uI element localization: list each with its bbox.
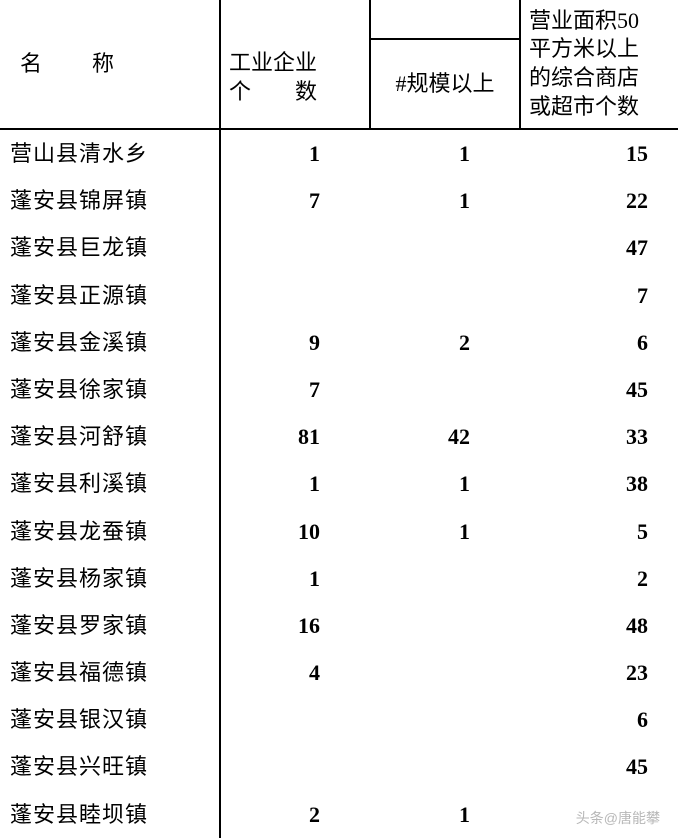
row-col2	[220, 272, 370, 319]
row-col3: 1	[370, 508, 520, 555]
row-name: 蓬安县银汉镇	[0, 696, 220, 743]
row-col2: 1	[220, 460, 370, 507]
row-col3	[370, 602, 520, 649]
row-col2: 1	[220, 555, 370, 602]
table-row: 蓬安县正源镇 7	[0, 272, 678, 319]
row-col4: 38	[520, 460, 678, 507]
row-col4: 45	[520, 366, 678, 413]
header-name: 名 称	[0, 0, 220, 129]
row-col2: 7	[220, 177, 370, 224]
data-table: 名 称 工业企业 个 数 营业面积50 平方米以上 的综合商店 或超市个数	[0, 0, 678, 838]
row-name: 蓬安县兴旺镇	[0, 743, 220, 790]
row-col3: 2	[370, 319, 520, 366]
table-row: 营山县清水乡1115	[0, 129, 678, 177]
row-col2	[220, 696, 370, 743]
row-col3	[370, 272, 520, 319]
row-name: 蓬安县锦屏镇	[0, 177, 220, 224]
row-col3: 42	[370, 413, 520, 460]
header-col2-line1: 工业企业	[229, 49, 363, 78]
row-name: 蓬安县睦坝镇	[0, 791, 220, 838]
row-name: 蓬安县罗家镇	[0, 602, 220, 649]
row-col4: 6	[520, 319, 678, 366]
table-row: 蓬安县河舒镇814233	[0, 413, 678, 460]
row-col2: 81	[220, 413, 370, 460]
row-col2: 7	[220, 366, 370, 413]
header-col4-line3: 的综合商店	[529, 65, 639, 90]
table-row: 蓬安县银汉镇 6	[0, 696, 678, 743]
row-col4: 7	[520, 272, 678, 319]
header-col3-spacer	[370, 0, 520, 39]
header-col2: 工业企业 个 数	[220, 0, 370, 129]
row-col3	[370, 224, 520, 271]
table-row: 蓬安县罗家镇16 48	[0, 602, 678, 649]
row-col2: 9	[220, 319, 370, 366]
row-col4: 23	[520, 649, 678, 696]
row-name: 营山县清水乡	[0, 129, 220, 177]
row-col2	[220, 224, 370, 271]
row-col4: 6	[520, 696, 678, 743]
header-col3: #规模以上	[370, 39, 520, 129]
row-col4: 15	[520, 129, 678, 177]
row-col4: 2	[520, 555, 678, 602]
row-name: 蓬安县杨家镇	[0, 555, 220, 602]
row-col4: 48	[520, 602, 678, 649]
table-row: 蓬安县徐家镇7 45	[0, 366, 678, 413]
row-col4: 45	[520, 743, 678, 790]
table-container: 名 称 工业企业 个 数 营业面积50 平方米以上 的综合商店 或超市个数	[0, 0, 678, 838]
row-col3: 1	[370, 129, 520, 177]
row-name: 蓬安县河舒镇	[0, 413, 220, 460]
header-col4-line4: 或超市个数	[529, 94, 639, 119]
table-row: 蓬安县锦屏镇7122	[0, 177, 678, 224]
header-col4: 营业面积50 平方米以上 的综合商店 或超市个数	[520, 0, 678, 129]
row-name: 蓬安县福德镇	[0, 649, 220, 696]
table-row: 蓬安县龙蚕镇1015	[0, 508, 678, 555]
row-col3	[370, 366, 520, 413]
row-col3	[370, 743, 520, 790]
header-col2-line2: 个 数	[229, 78, 363, 107]
row-col2	[220, 743, 370, 790]
table-row: 蓬安县巨龙镇 47	[0, 224, 678, 271]
row-col3: 1	[370, 791, 520, 838]
row-col3: 1	[370, 177, 520, 224]
table-row: 蓬安县兴旺镇 45	[0, 743, 678, 790]
row-col4: 5	[520, 508, 678, 555]
row-col3: 1	[370, 460, 520, 507]
row-name: 蓬安县正源镇	[0, 272, 220, 319]
row-name: 蓬安县徐家镇	[0, 366, 220, 413]
row-col2: 2	[220, 791, 370, 838]
row-col4: 33	[520, 413, 678, 460]
row-name: 蓬安县巨龙镇	[0, 224, 220, 271]
table-row: 蓬安县利溪镇1138	[0, 460, 678, 507]
table-header: 名 称 工业企业 个 数 营业面积50 平方米以上 的综合商店 或超市个数	[0, 0, 678, 129]
row-col4: 47	[520, 224, 678, 271]
table-row: 蓬安县福德镇4 23	[0, 649, 678, 696]
row-name: 蓬安县金溪镇	[0, 319, 220, 366]
row-col2: 1	[220, 129, 370, 177]
row-col2: 4	[220, 649, 370, 696]
table-row: 蓬安县金溪镇926	[0, 319, 678, 366]
table-row: 蓬安县杨家镇1 2	[0, 555, 678, 602]
watermark-text: 头条@唐能攀	[576, 808, 660, 828]
table-body: 营山县清水乡1115蓬安县锦屏镇7122蓬安县巨龙镇47蓬安县正源镇7蓬安县金溪…	[0, 129, 678, 838]
row-col4: 22	[520, 177, 678, 224]
row-name: 蓬安县龙蚕镇	[0, 508, 220, 555]
row-name: 蓬安县利溪镇	[0, 460, 220, 507]
row-col2: 16	[220, 602, 370, 649]
row-col3	[370, 649, 520, 696]
row-col2: 10	[220, 508, 370, 555]
row-col3	[370, 555, 520, 602]
header-col4-line2: 平方米以上	[529, 36, 639, 61]
header-col4-line1: 营业面积50	[529, 8, 639, 33]
row-col3	[370, 696, 520, 743]
